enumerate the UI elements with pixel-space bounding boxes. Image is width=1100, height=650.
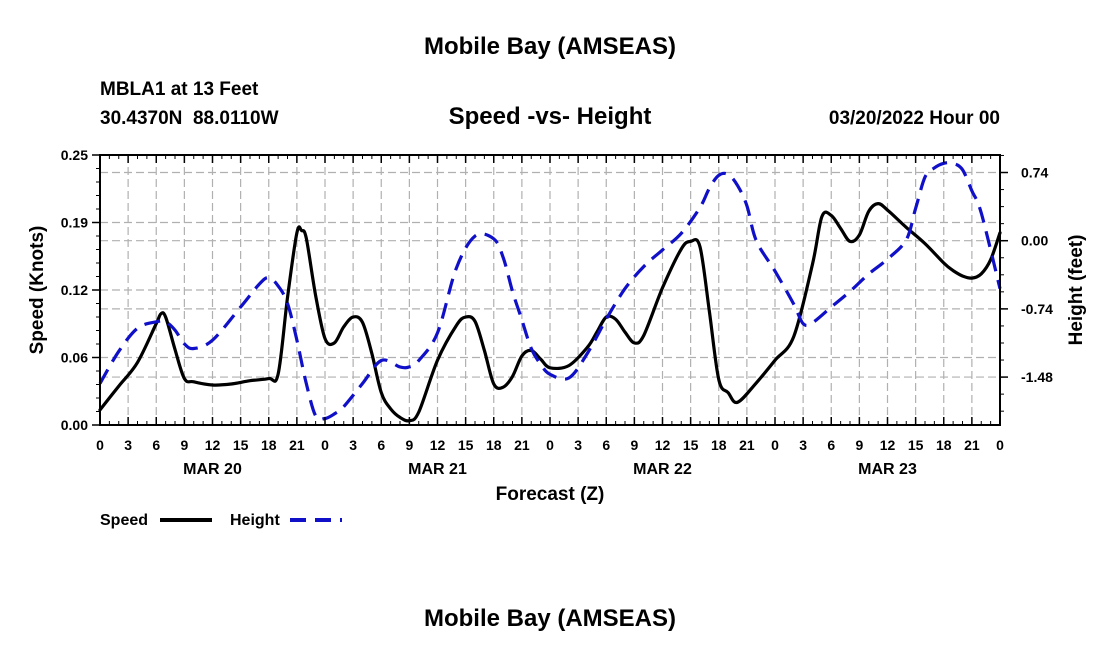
x-tick-label: 12 xyxy=(880,437,896,453)
day-label: MAR 22 xyxy=(633,461,692,478)
x-tick-label: 0 xyxy=(96,437,104,453)
y-right-tick-label: -0.74 xyxy=(1021,301,1053,317)
x-tick-label: 15 xyxy=(233,437,249,453)
x-tick-label: 15 xyxy=(683,437,699,453)
x-tick-label: 0 xyxy=(996,437,1004,453)
page-title: Mobile Bay (AMSEAS) xyxy=(424,33,676,60)
x-tick-label: 15 xyxy=(458,437,474,453)
y-right-tick-label: -1.48 xyxy=(1021,369,1053,385)
x-tick-label: 18 xyxy=(711,437,727,453)
y-axis-right: 0.74 0.00 -0.74 -1.48 xyxy=(1000,154,1053,412)
x-tick-label: 3 xyxy=(124,437,132,453)
x-tick-label: 3 xyxy=(799,437,807,453)
y-left-tick-label: 0.00 xyxy=(61,417,88,433)
y-left-tick-label: 0.25 xyxy=(61,147,88,163)
legend-speed-label: Speed xyxy=(100,512,148,529)
x-tick-label: 21 xyxy=(739,437,755,453)
x-tick-label: 3 xyxy=(349,437,357,453)
x-tick-label: 18 xyxy=(486,437,502,453)
x-tick-label: 12 xyxy=(430,437,446,453)
grid xyxy=(100,155,1000,425)
x-tick-label: 12 xyxy=(205,437,221,453)
x-tick-label: 6 xyxy=(377,437,385,453)
y-right-tick-label: 0.74 xyxy=(1021,165,1048,181)
x-tick-label: 9 xyxy=(855,437,863,453)
x-axis: 0 3 6 9 12 15 18 21 0 3 6 9 12 15 18 21 0 3 6 9 12 15 18 21 0 3 6 9… xyxy=(96,155,1004,478)
x-tick-label: 9 xyxy=(630,437,638,453)
day-label: MAR 20 xyxy=(183,461,242,478)
chart-title: Speed -vs- Height xyxy=(449,103,652,130)
legend: Speed Height xyxy=(100,512,342,529)
x-tick-label: 9 xyxy=(405,437,413,453)
x-tick-label: 18 xyxy=(936,437,952,453)
x-tick-label: 21 xyxy=(964,437,980,453)
x-tick-label: 18 xyxy=(261,437,277,453)
footer-title: Mobile Bay (AMSEAS) xyxy=(424,605,676,632)
day-label: MAR 21 xyxy=(408,461,467,478)
station-coordinates: 30.4370N 88.0110W xyxy=(100,108,279,129)
y-left-tick-label: 0.19 xyxy=(61,215,88,231)
x-tick-label: 3 xyxy=(574,437,582,453)
x-tick-label: 6 xyxy=(602,437,610,453)
x-tick-label: 21 xyxy=(514,437,530,453)
x-tick-label: 21 xyxy=(289,437,305,453)
x-tick-label: 15 xyxy=(908,437,924,453)
day-label: MAR 23 xyxy=(858,461,917,478)
x-axis-label: Forecast (Z) xyxy=(496,484,605,505)
forecast-date: 03/20/2022 Hour 00 xyxy=(829,108,1000,129)
y-left-tick-label: 0.12 xyxy=(61,282,88,298)
x-tick-label: 9 xyxy=(180,437,188,453)
x-tick-label: 6 xyxy=(827,437,835,453)
x-tick-label: 6 xyxy=(152,437,160,453)
y-axis-left: 0.00 0.06 0.12 0.19 0.25 xyxy=(61,147,100,433)
y-axis-right-label: Height (feet) xyxy=(1066,235,1087,346)
x-tick-label: 12 xyxy=(655,437,671,453)
legend-height-label: Height xyxy=(230,512,280,529)
x-tick-label: 0 xyxy=(546,437,554,453)
y-axis-left-label: Speed (Knots) xyxy=(27,226,48,355)
x-tick-label: 0 xyxy=(771,437,779,453)
x-tick-label: 0 xyxy=(321,437,329,453)
station-name: MBLA1 at 13 Feet xyxy=(100,79,259,100)
y-right-tick-label: 0.00 xyxy=(1021,233,1048,249)
y-left-tick-label: 0.06 xyxy=(61,350,88,366)
